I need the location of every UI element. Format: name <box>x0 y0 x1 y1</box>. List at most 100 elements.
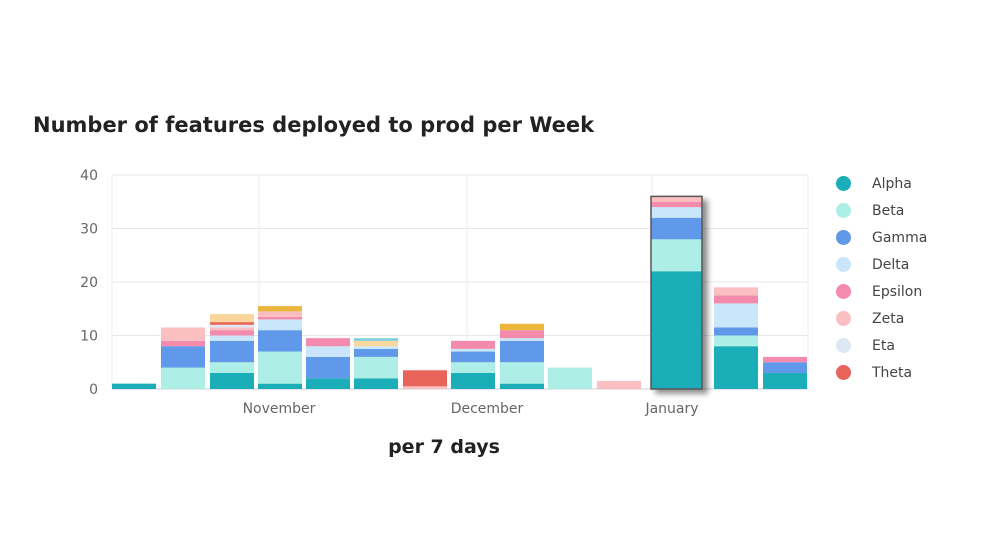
bar-segment <box>161 367 205 389</box>
bar-stack[interactable] <box>451 340 495 389</box>
bar-stack[interactable] <box>306 338 350 389</box>
bar-segment <box>210 362 254 373</box>
bar-segment <box>714 295 758 304</box>
bar-segment <box>651 207 702 218</box>
legend-swatch-icon <box>836 230 851 245</box>
bar-segment <box>210 322 254 325</box>
bar-segment <box>354 346 398 349</box>
bar-segment <box>451 362 495 373</box>
legend-label: Alpha <box>872 175 912 192</box>
legend-swatch-icon <box>836 203 851 218</box>
legend-item[interactable]: Theta <box>836 359 927 386</box>
bar-segment <box>258 383 302 389</box>
bar-segment <box>258 306 302 312</box>
bar-stack[interactable] <box>597 380 641 389</box>
bar-segment <box>210 327 254 331</box>
bar-segment <box>210 324 254 328</box>
legend-swatch-icon <box>836 365 851 380</box>
legend-item[interactable]: Epsilon <box>836 278 927 305</box>
bar-segment <box>763 356 807 363</box>
bar-stack[interactable] <box>258 306 302 389</box>
bar-segment <box>597 380 641 389</box>
bar-segment <box>651 196 702 202</box>
bars <box>112 195 807 390</box>
legend-item[interactable]: Alpha <box>836 170 927 197</box>
bar-segment <box>500 330 544 339</box>
bar-stack[interactable] <box>714 287 758 389</box>
bar-segment <box>451 340 495 349</box>
y-tick-label: 30 <box>80 222 98 238</box>
legend-label: Delta <box>872 256 910 273</box>
bar-segment <box>354 348 398 357</box>
bar-segment <box>651 271 702 389</box>
bar-segment <box>500 338 544 341</box>
legend-item[interactable]: Zeta <box>836 305 927 332</box>
bar-segment <box>354 340 398 347</box>
bar-segment <box>714 303 758 328</box>
legend-label: Epsilon <box>872 283 923 300</box>
bar-segment <box>500 362 544 384</box>
legend-swatch-icon <box>836 176 851 191</box>
y-tick-label: 10 <box>80 329 98 345</box>
bar-segment <box>161 346 205 368</box>
bar-segment <box>306 338 350 347</box>
legend-swatch-icon <box>836 257 851 272</box>
bar-segment <box>306 346 350 357</box>
bar-stack[interactable] <box>161 327 205 389</box>
bar-stack[interactable] <box>354 338 398 389</box>
bar-segment <box>258 351 302 384</box>
bar-segment <box>161 340 205 347</box>
bar-segment <box>161 327 205 341</box>
bar-segment <box>210 330 254 336</box>
bar-stack[interactable] <box>548 367 592 389</box>
bar-segment <box>651 239 702 272</box>
bar-segment <box>258 316 302 320</box>
y-tick-label: 40 <box>80 168 98 184</box>
legend-label: Zeta <box>872 310 905 327</box>
bar-segment <box>500 323 544 331</box>
legend-item[interactable]: Gamma <box>836 224 927 251</box>
x-tick-label: January <box>644 401 698 417</box>
bar-segment <box>258 319 302 331</box>
bar-highlight-outline <box>650 195 703 390</box>
bar-segment <box>258 311 302 317</box>
bar-segment <box>500 340 544 363</box>
bar-segment <box>403 386 447 389</box>
bar-segment <box>354 378 398 389</box>
bar-segment <box>403 370 447 387</box>
legend-label: Theta <box>872 364 913 381</box>
bar-segment <box>354 338 398 341</box>
bar-segment <box>651 217 702 240</box>
chart-title: Number of features deployed to prod per … <box>33 113 595 137</box>
bar-segment <box>210 335 254 341</box>
legend-swatch-icon <box>836 338 851 353</box>
bar-segment <box>306 356 350 379</box>
bar-segment <box>651 201 702 208</box>
bar-segment <box>451 351 495 363</box>
bar-segment <box>354 356 398 379</box>
bar-stack[interactable] <box>763 356 807 389</box>
bar-stack[interactable] <box>650 195 703 390</box>
legend-label: Eta <box>872 337 895 354</box>
legend-item[interactable]: Delta <box>836 251 927 278</box>
bar-stack[interactable] <box>403 370 447 389</box>
legend: Alpha Beta Gamma Delta Epsilon Zeta Eta Theta <box>836 170 927 386</box>
bar-segment <box>714 287 758 296</box>
bar-segment <box>763 372 807 389</box>
bar-segment <box>210 314 254 323</box>
bar-segment <box>714 335 758 347</box>
legend-item[interactable]: Beta <box>836 197 927 224</box>
x-tick-label: December <box>451 401 524 417</box>
y-tick-label: 0 <box>89 382 98 398</box>
bar-stack[interactable] <box>112 383 156 389</box>
axis-ticks: 0 10 20 30 40 November December January <box>80 168 698 417</box>
y-tick-label: 20 <box>80 275 98 291</box>
legend-swatch-icon <box>836 311 851 326</box>
bar-segment <box>451 348 495 352</box>
bar-stack[interactable] <box>500 323 544 389</box>
bar-segment <box>714 346 758 389</box>
bar-segment <box>210 340 254 363</box>
bar-stack[interactable] <box>210 314 254 389</box>
legend-item[interactable]: Eta <box>836 332 927 359</box>
